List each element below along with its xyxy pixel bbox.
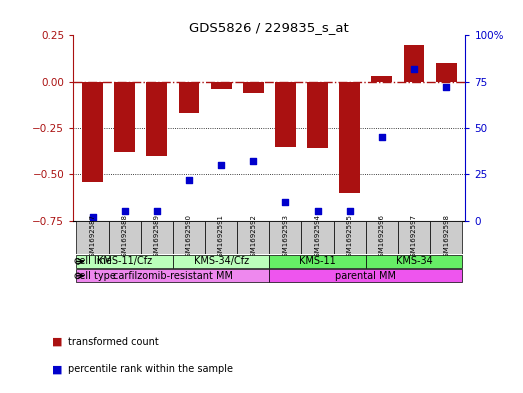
Text: GSM1692598: GSM1692598 [443, 214, 449, 261]
Bar [146, 82, 167, 156]
Bar [301, 220, 334, 254]
Text: cell type: cell type [74, 271, 116, 281]
Bar [404, 45, 425, 82]
Point [410, 66, 418, 72]
Bar [76, 255, 173, 268]
Bar [398, 220, 430, 254]
Bar [371, 76, 392, 82]
Text: carfilzomib-resistant MM: carfilzomib-resistant MM [113, 271, 233, 281]
Bar [237, 220, 269, 254]
Point [153, 208, 161, 215]
Point [346, 208, 354, 215]
Text: GSM1692597: GSM1692597 [411, 214, 417, 261]
Bar [211, 82, 232, 89]
Bar [178, 82, 199, 113]
Text: GSM1692596: GSM1692596 [379, 214, 385, 261]
Text: parental MM: parental MM [335, 271, 396, 281]
Text: GSM1692591: GSM1692591 [218, 214, 224, 261]
Bar [436, 63, 457, 82]
Point [313, 208, 322, 215]
Bar [109, 220, 141, 254]
Text: GSM1692588: GSM1692588 [122, 214, 128, 261]
Bar [339, 82, 360, 193]
Point [249, 158, 257, 165]
Point [185, 177, 193, 183]
Text: GSM1692593: GSM1692593 [282, 214, 288, 261]
Bar [76, 269, 269, 282]
Bar [205, 220, 237, 254]
Bar [366, 255, 462, 268]
Bar [173, 220, 205, 254]
Bar [141, 220, 173, 254]
Text: GSM1692595: GSM1692595 [347, 214, 353, 261]
Text: cell line: cell line [74, 257, 112, 266]
Point [281, 199, 290, 205]
Point [217, 162, 225, 168]
Text: GSM1692587: GSM1692587 [89, 214, 96, 261]
Text: GSM1692592: GSM1692592 [251, 214, 256, 261]
Text: GSM1692589: GSM1692589 [154, 214, 160, 261]
Point [120, 208, 129, 215]
Bar [269, 255, 366, 268]
Point [442, 84, 450, 90]
Text: GSM1692590: GSM1692590 [186, 214, 192, 261]
Bar [269, 269, 462, 282]
Bar [269, 220, 301, 254]
Bar [173, 255, 269, 268]
Bar [275, 82, 296, 147]
Bar [366, 220, 398, 254]
Text: KMS-34: KMS-34 [396, 257, 433, 266]
Bar [307, 82, 328, 149]
Text: GSM1692594: GSM1692594 [314, 214, 321, 261]
Point [88, 214, 97, 220]
Point [378, 134, 386, 140]
Text: KMS-11/Cfz: KMS-11/Cfz [97, 257, 152, 266]
Bar [430, 220, 462, 254]
Text: ■: ■ [52, 337, 63, 347]
Bar [76, 220, 109, 254]
Text: percentile rank within the sample: percentile rank within the sample [68, 364, 233, 375]
Text: KMS-34/Cfz: KMS-34/Cfz [194, 257, 248, 266]
Bar [334, 220, 366, 254]
Text: KMS-11: KMS-11 [299, 257, 336, 266]
Text: ■: ■ [52, 364, 63, 375]
Title: GDS5826 / 229835_s_at: GDS5826 / 229835_s_at [189, 21, 349, 34]
Bar [82, 82, 103, 182]
Text: transformed count: transformed count [68, 337, 159, 347]
Bar [243, 82, 264, 93]
Bar [114, 82, 135, 152]
